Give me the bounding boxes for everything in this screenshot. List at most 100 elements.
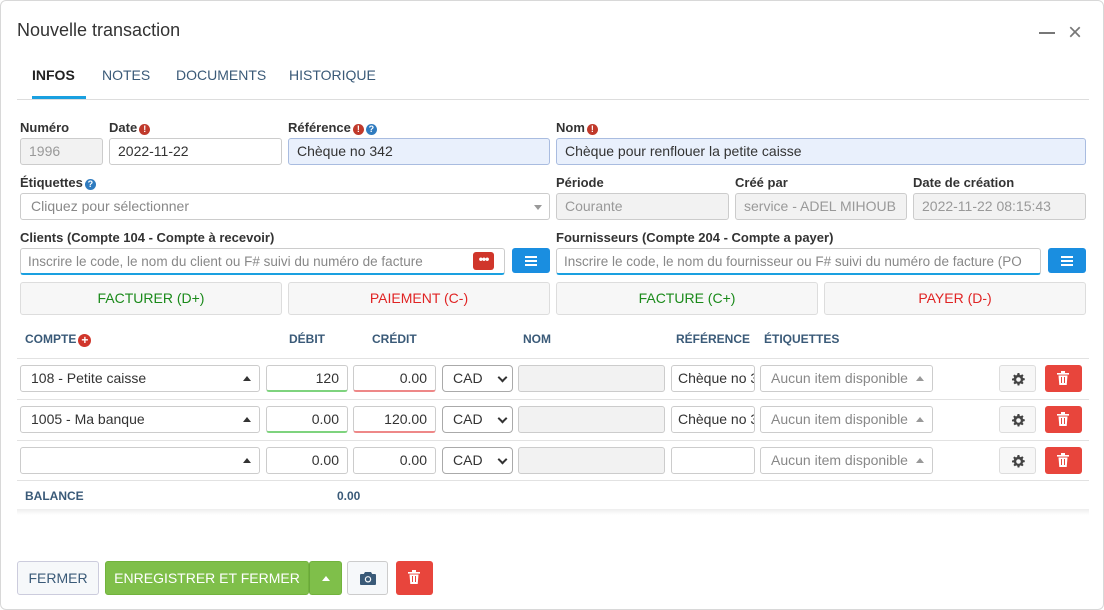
currency-value: CAD: [453, 411, 483, 427]
row-delete-button[interactable]: [1045, 447, 1082, 474]
date-field[interactable]: 2022-11-22: [109, 138, 282, 165]
paiement-button[interactable]: PAIEMENT (C-): [288, 282, 550, 315]
clients-list-button[interactable]: [512, 248, 550, 273]
trash-icon: [1057, 412, 1069, 426]
etiquettes-select[interactable]: Cliquez pour sélectionner: [20, 193, 550, 220]
save-and-close-button[interactable]: ENREGISTRER ET FERMER: [105, 561, 309, 595]
row-divider: [17, 480, 1089, 481]
reference-input[interactable]: [671, 447, 755, 474]
nom-header: NOM: [523, 332, 551, 346]
add-icon[interactable]: +: [78, 334, 92, 347]
camera-icon: [360, 572, 376, 585]
payer-button[interactable]: PAYER (D-): [824, 282, 1086, 315]
clients-search-input[interactable]: Inscrire le code, le nom du client ou F#…: [20, 248, 505, 275]
currency-select[interactable]: CAD: [442, 406, 513, 433]
reference-field[interactable]: Chèque no 342: [288, 138, 550, 165]
fournisseurs-label: Fournisseurs (Compte 204 - Compte a paye…: [556, 230, 834, 245]
required-icon: !: [139, 124, 151, 135]
credit-input[interactable]: 0.00: [353, 447, 436, 474]
tab-documents[interactable]: DOCUMENTS: [176, 67, 267, 83]
date-creation-label: Date de création: [913, 175, 1015, 190]
etiquettes-header: ÉTIQUETTES: [764, 332, 840, 346]
compte-value: 108 - Petite caisse: [31, 370, 147, 386]
tab-infos[interactable]: INFOS: [32, 67, 86, 99]
etiquettes-value: Aucun item disponible: [771, 411, 908, 427]
etiquettes-placeholder: Cliquez pour sélectionner: [31, 198, 189, 214]
trash-icon: [1057, 453, 1069, 467]
caret-down-icon: [534, 205, 542, 210]
reference-input[interactable]: Chèque no 342: [671, 365, 755, 392]
close-icon[interactable]: ×: [1067, 19, 1082, 46]
currency-value: CAD: [453, 452, 483, 468]
compte-select[interactable]: [20, 447, 260, 474]
balance-label: BALANCE: [25, 489, 84, 503]
list-icon: [1061, 256, 1073, 258]
credit-input[interactable]: 120.00: [353, 406, 436, 433]
delete-transaction-button[interactable]: [396, 561, 433, 595]
required-icon: !: [352, 124, 364, 135]
dialog-title: Nouvelle transaction: [17, 20, 181, 40]
camera-button[interactable]: [347, 561, 388, 595]
credit-header: CRÉDIT: [372, 332, 417, 346]
close-button[interactable]: FERMER: [17, 561, 99, 595]
row-settings-button[interactable]: [999, 365, 1036, 392]
compte-select[interactable]: 108 - Petite caisse: [20, 365, 260, 392]
trash-icon: [408, 570, 420, 584]
clients-label: Clients (Compte 104 - Compte à recevoir): [20, 230, 275, 245]
row-delete-button[interactable]: [1045, 406, 1082, 433]
periode-field: Courante: [556, 193, 729, 220]
etiquettes-value: Aucun item disponible: [771, 370, 908, 386]
etiquettes-value: Aucun item disponible: [771, 452, 908, 468]
nom-input: [518, 406, 665, 433]
currency-select[interactable]: CAD: [442, 447, 513, 474]
help-icon[interactable]: ?: [84, 179, 96, 190]
row-settings-button[interactable]: [999, 447, 1036, 474]
date-creation-field: 2022-11-22 08:15:43: [913, 193, 1086, 220]
etiquettes-label: Étiquettes?: [20, 175, 96, 190]
save-options-button[interactable]: [309, 561, 342, 595]
etiquettes-row-select[interactable]: Aucun item disponible: [760, 406, 933, 433]
list-icon-line: [525, 260, 537, 262]
etiquettes-row-select[interactable]: Aucun item disponible: [760, 447, 933, 474]
facturer-button[interactable]: FACTURER (D+): [20, 282, 282, 315]
debit-header: DÉBIT: [289, 332, 325, 346]
more-icon[interactable]: •••: [473, 252, 494, 270]
clients-placeholder: Inscrire le code, le nom du client ou F#…: [28, 254, 423, 269]
tab-notes[interactable]: NOTES: [102, 67, 151, 83]
fournisseurs-search-input[interactable]: Inscrire le code, le nom du fournisseur …: [556, 248, 1041, 275]
chevron-down-icon: [497, 454, 508, 465]
tab-historique[interactable]: HISTORIQUE: [289, 67, 376, 83]
fournisseurs-list-button[interactable]: [1048, 248, 1086, 273]
nom-field[interactable]: Chèque pour renflouer la petite caisse: [556, 138, 1086, 165]
currency-select[interactable]: CAD: [442, 365, 513, 392]
compte-value: 1005 - Ma banque: [31, 411, 145, 427]
list-icon-line: [1061, 260, 1073, 262]
debit-input[interactable]: 0.00: [266, 406, 348, 433]
debit-input[interactable]: 120: [266, 365, 348, 392]
row-divider: [17, 358, 1089, 359]
caret-up-icon: [916, 417, 924, 422]
row-delete-button[interactable]: [1045, 365, 1082, 392]
list-icon-line: [525, 264, 537, 266]
minimize-icon[interactable]: [1039, 32, 1055, 34]
numero-field: 1996: [20, 138, 103, 165]
row-settings-button[interactable]: [999, 406, 1036, 433]
required-icon: !: [586, 124, 598, 135]
reference-input[interactable]: Chèque no 342: [671, 406, 755, 433]
list-icon: [525, 256, 537, 258]
cree-par-field: service - ADEL MIHOUB: [735, 193, 907, 220]
caret-up-icon: [243, 376, 251, 381]
compte-select[interactable]: 1005 - Ma banque: [20, 406, 260, 433]
cree-par-label: Créé par: [735, 175, 788, 190]
help-icon[interactable]: ?: [365, 124, 377, 135]
facture-button[interactable]: FACTURE (C+): [556, 282, 818, 315]
fournisseurs-placeholder: Inscrire le code, le nom du fournisseur …: [564, 254, 1022, 269]
credit-input[interactable]: 0.00: [353, 365, 436, 392]
caret-up-icon: [243, 458, 251, 463]
etiquettes-row-select[interactable]: Aucun item disponible: [760, 365, 933, 392]
reference-header: RÉFÉRENCE: [676, 332, 751, 346]
nom-input: [518, 365, 665, 392]
debit-input[interactable]: 0.00: [266, 447, 348, 474]
chevron-down-icon: [497, 372, 508, 383]
